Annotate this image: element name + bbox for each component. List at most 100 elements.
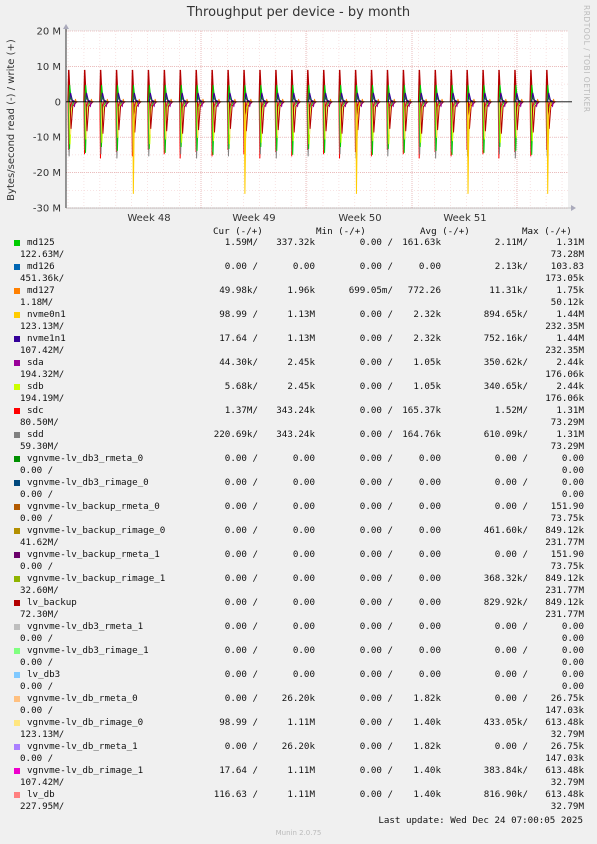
legend-avg-write: 613.48k xyxy=(545,765,584,776)
series-mark-nvme1n1 xyxy=(244,92,253,103)
legend-avg-write: 0.00 xyxy=(561,477,584,488)
legend-max-write: 173.05k xyxy=(545,273,584,284)
legend-avg-read: 829.92k/ xyxy=(483,597,528,608)
series-mark-nvme1n1 xyxy=(116,92,125,103)
legend-max-read: 59.30M/ xyxy=(20,441,59,452)
series-mark-nvme1n1 xyxy=(483,92,492,103)
legend-min-read: 699.05m/ xyxy=(348,285,393,296)
legend-swatch xyxy=(14,480,20,486)
y-tick-label: 0 xyxy=(55,97,61,108)
legend-max-write: 231.77M xyxy=(545,609,584,620)
legend-cur-write: 1.96k xyxy=(287,285,315,296)
legend-cur-write: 0.00 xyxy=(292,645,315,656)
x-tick-label: Week 50 xyxy=(338,213,381,224)
series-mark-nvme1n1 xyxy=(499,92,508,103)
legend-cur-write: 343.24k xyxy=(276,429,315,440)
legend-swatch xyxy=(14,600,20,606)
chart-title: Throughput per device - by month xyxy=(186,5,411,20)
series-mark-nvme1n1 xyxy=(371,92,380,103)
legend-max-read: 0.00 / xyxy=(20,753,54,764)
legend-avg-write: 1.75k xyxy=(556,285,584,296)
legend-cur-write: 1.13M xyxy=(287,309,315,320)
legend-max-read: 0.00 / xyxy=(20,705,54,716)
legend-row: vgnvme-lv_db_rimage_0 98.99 / 1.11M 0.00 / 1… xyxy=(0,706,597,740)
legend-avg-read: 0.00 / xyxy=(494,693,528,704)
legend-series-name: vgnvme-lv_db_rimage_0 xyxy=(27,717,144,728)
legend-cur-write: 0.00 xyxy=(292,597,315,608)
series-layer xyxy=(67,69,557,194)
legend-series-name: vgnvme-lv_db_rmeta_0 xyxy=(27,693,138,704)
legend-min-read: 0.00 / xyxy=(359,573,393,584)
legend-header-avg: Avg (-/+) xyxy=(420,226,470,237)
legend-avg-read: 2.11M/ xyxy=(494,237,528,248)
legend-max-write: 32.79M xyxy=(550,729,584,740)
legend-max-write: 73.29M xyxy=(550,417,584,428)
series-mark-nvme1n1 xyxy=(132,92,141,103)
legend-avg-read: 0.00 / xyxy=(494,477,528,488)
legend-series-name: lv_db3 xyxy=(27,669,61,680)
legend-min-read: 0.00 / xyxy=(359,597,393,608)
legend-row: md126 0.00 / 0.00 0.00 / 0.00 2.13k/103.83 451… xyxy=(0,250,597,284)
legend-row: lv_backup 0.00 / 0.00 0.00 / 0.00 829.92k/849… xyxy=(0,586,597,620)
rrdtool-credit: RRDTOOL / TOBI OETIKER xyxy=(582,5,591,113)
legend-min-write: 0.00 xyxy=(418,477,441,488)
legend-avg-read: 383.84k/ xyxy=(483,765,528,776)
legend-min-read: 0.00 / xyxy=(359,477,393,488)
legend-swatch xyxy=(14,264,20,270)
legend-max-read: 123.13M/ xyxy=(20,729,65,740)
legend-avg-write: 1.31M xyxy=(556,405,584,416)
legend-max-write: 231.77M xyxy=(545,537,584,548)
series-mark-nvme1n1 xyxy=(292,92,300,103)
legend-series-name: md127 xyxy=(27,285,55,296)
legend-avg-write: 2.44k xyxy=(556,381,584,392)
legend-avg-write: 1.44M xyxy=(556,309,584,320)
legend-min-write: 0.00 xyxy=(418,525,441,536)
x-axis-arrow xyxy=(571,205,576,211)
legend-max-read: 0.00 / xyxy=(20,561,54,572)
legend-row: nvme0n1 98.99 / 1.13M 0.00 / 2.32k 894.65k/1.… xyxy=(0,298,597,332)
legend-series-name: md125 xyxy=(27,237,55,248)
legend-max-read: 0.00 / xyxy=(20,489,54,500)
series-mark-nvme1n1 xyxy=(340,92,348,103)
legend-swatch xyxy=(14,288,20,294)
legend-avg-read: 0.00 / xyxy=(494,621,528,632)
legend-cur-read: 98.99 / xyxy=(219,309,258,320)
series-mark-nvme1n1 xyxy=(164,92,173,103)
legend-cur-read: 0.00 / xyxy=(224,261,258,272)
legend-cur-write: 0.00 xyxy=(292,549,315,560)
legend-max-read: 194.19M/ xyxy=(20,393,65,404)
legend-cur-write: 2.45k xyxy=(287,357,315,368)
legend-max-write: 231.77M xyxy=(545,585,584,596)
legend-cur-write: 0.00 xyxy=(292,573,315,584)
legend-swatch xyxy=(14,360,20,366)
legend-max-write: 32.79M xyxy=(550,777,584,788)
legend-series-name: sdd xyxy=(27,429,44,440)
series-mark-nvme1n1 xyxy=(276,92,284,103)
legend-series-name: vgnvme-lv_backup_rmeta_1 xyxy=(27,549,160,560)
legend-swatch xyxy=(14,576,20,582)
legend-row: sda 44.30k/2.45k 0.00 /1.05k 350.62k/2.44k 1… xyxy=(0,346,597,380)
legend-swatch xyxy=(14,504,20,510)
legend-avg-read: 0.00 / xyxy=(494,453,528,464)
legend-avg-read: 894.65k/ xyxy=(483,309,528,320)
legend-avg-read: 461.60k/ xyxy=(483,525,528,536)
legend-avg-write: 1.31M xyxy=(556,237,584,248)
legend-header-max: Max (-/+) xyxy=(522,226,572,237)
legend-cur-write: 0.00 xyxy=(292,501,315,512)
legend-max-write: 73.75k xyxy=(550,513,584,524)
legend-avg-write: 1.44M xyxy=(556,333,584,344)
legend-cur-read: 0.00 / xyxy=(224,621,258,632)
legend-avg-read: 11.31k/ xyxy=(489,285,528,296)
legend-series-name: sdb xyxy=(27,381,44,392)
legend-min-write: 0.00 xyxy=(418,549,441,560)
legend-series-name: vgnvme-lv_backup_rimage_1 xyxy=(27,573,166,584)
axes: 20 M 10 M 0 -10 M -20 M -30 M Week 48 Week 49 We… xyxy=(33,24,576,224)
legend-cur-read: 220.69k/ xyxy=(213,429,258,440)
legend-max-write: 73.75k xyxy=(550,561,584,572)
legend-row: sdd 220.69k/343.24k 0.00 / 164.76k 610.09k/1… xyxy=(0,418,597,452)
legend-min-write: 772.26 xyxy=(407,285,441,296)
legend-max-write: 0.00 xyxy=(561,657,584,668)
legend-cur-write: 26.20k xyxy=(281,741,315,752)
legend-avg-write: 1.31M xyxy=(556,429,584,440)
legend-min-read: 0.00 / xyxy=(359,357,393,368)
